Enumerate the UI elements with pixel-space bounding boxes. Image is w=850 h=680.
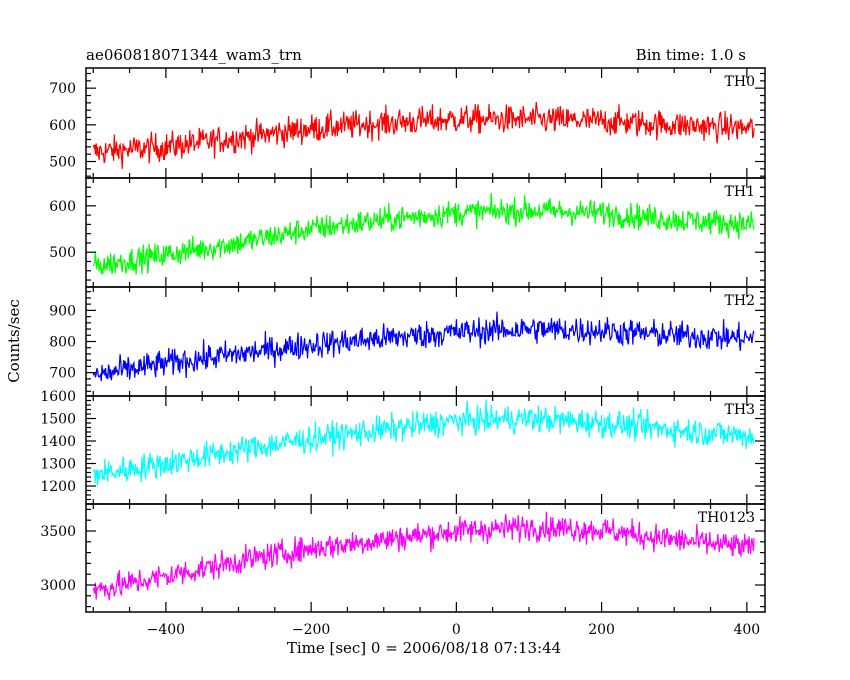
y-tick-label: 700 [49,81,76,97]
bin-time-label: Bin time: 1.0 s [636,46,746,64]
y-tick-label: 1200 [40,479,76,495]
panel-th2: TH2 700 800 900 [49,286,766,397]
panel-label: TH0 [725,74,755,90]
y-tick-label: 900 [49,303,76,319]
panel-label: TH2 [725,293,755,309]
x-tick-label: 200 [588,622,615,638]
panel-th0: TH0 500 600 700 [49,67,766,179]
chart-title: ae060818071344_wam3_trn [86,46,302,64]
y-tick-label: 1300 [40,457,76,473]
y-tick-label: 3000 [40,578,76,594]
x-axis-label: Time [sec] 0 = 2006/08/18 07:13:44 [287,639,561,657]
x-tick-label: 0 [452,622,461,638]
series-line-th0 [92,101,755,169]
y-tick-label: 500 [49,245,76,261]
panel-label: TH1 [725,184,755,200]
series-line-th3 [92,399,755,487]
panel-th1: TH1 500 600 [49,177,766,288]
panel-label: TH3 [725,402,755,418]
panel-label: TH0123 [698,510,755,526]
y-tick-label: 500 [49,155,76,171]
series-line-th1 [92,192,755,275]
y-tick-label: 1600 [40,389,76,405]
y-tick-label: 600 [49,199,76,215]
x-tick-label: −200 [292,622,330,638]
x-tick-label: −400 [147,622,185,638]
y-tick-label: 1400 [40,434,76,450]
panel-th0123: TH0123 3000 3500 [40,503,766,613]
panel-frame [85,503,766,613]
series-line-th0123 [92,511,755,601]
series-line-th2 [92,311,755,382]
panel-frame [85,395,766,505]
x-tick-label: 400 [733,622,760,638]
y-tick-label: 800 [49,335,76,351]
panels: TH0 500 600 700 TH1 500 600 TH2 700 800 900 TH3 1200… [40,67,766,638]
panel-frame [85,177,766,288]
y-axis-label: Counts/sec [5,299,23,383]
panel-th3: TH3 1200 1300 1400 1500 1600 [40,389,766,505]
y-tick-label: 1500 [40,412,76,428]
y-tick-label: 600 [49,118,76,134]
y-tick-label: 700 [49,366,76,382]
y-tick-label: 3500 [40,524,76,540]
